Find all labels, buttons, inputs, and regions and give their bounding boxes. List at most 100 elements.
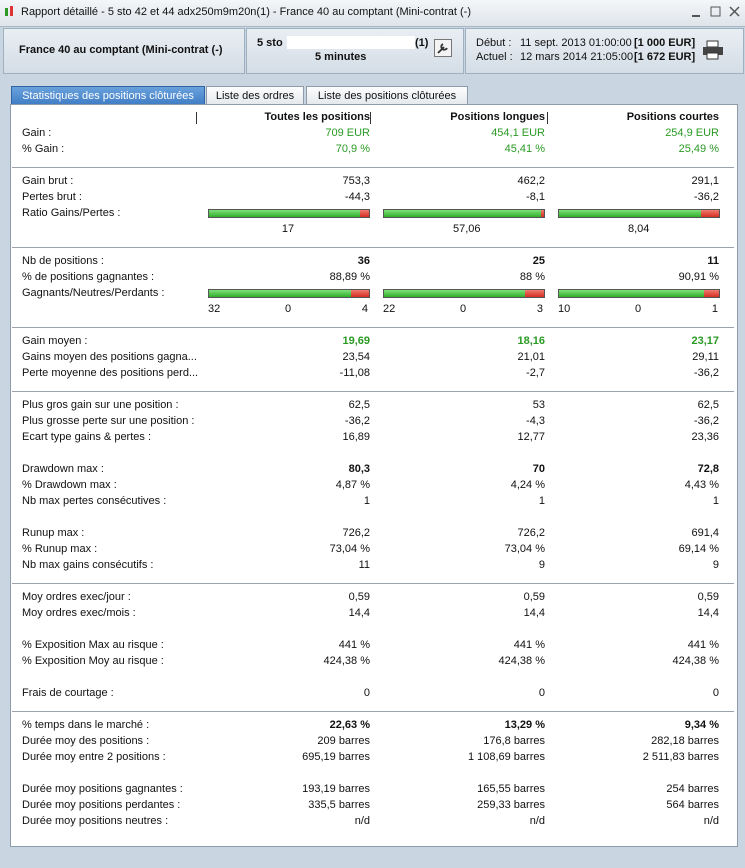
row-label: Gain brut : <box>22 175 74 187</box>
stat-value: 11 <box>358 559 370 571</box>
column-header: Positions courtes <box>626 111 719 123</box>
stat-value: -11,08 <box>339 367 370 379</box>
stat-value: 1 108,69 barres <box>467 751 545 763</box>
count-value: 1 <box>711 303 718 315</box>
stat-value: 4,87 % <box>335 479 370 491</box>
stat-value: 14,4 <box>348 607 370 619</box>
start-label: Début : <box>476 37 512 49</box>
timeframe: 5 minutes <box>315 51 367 63</box>
window-buttons[interactable] <box>690 5 742 19</box>
stat-value: 16,89 <box>342 431 370 443</box>
bar-losers <box>524 290 544 297</box>
stat-value: 1 <box>538 495 545 507</box>
stat-value: 726,2 <box>342 527 370 539</box>
stat-value: 282,18 barres <box>651 735 719 747</box>
stat-value: 441 % <box>338 639 370 651</box>
stat-value: 80,3 <box>348 463 370 475</box>
row-label: Perte moyenne des positions perd... <box>22 367 199 379</box>
row-label: Ecart type gains & pertes : <box>22 431 152 443</box>
stat-value: 14,4 <box>697 607 719 619</box>
stat-value: 424,38 % <box>498 655 545 667</box>
current-date: 12 mars 2014 21:05:00 <box>520 51 634 63</box>
ratio-value: 8,04 <box>628 223 650 235</box>
stat-value: 23,17 <box>691 335 719 347</box>
tab[interactable]: Liste des positions clôturées <box>306 86 468 105</box>
stat-value: 9 <box>538 559 545 571</box>
row-label: % Runup max : <box>22 543 98 555</box>
stat-value: 0 <box>363 687 370 699</box>
tab[interactable]: Liste des ordres <box>206 86 304 105</box>
stats-panel <box>10 104 738 847</box>
stat-value: -2,7 <box>526 367 545 379</box>
stat-value: 21,01 <box>517 351 545 363</box>
separator <box>12 327 734 328</box>
row-label: Pertes brut : <box>22 191 82 203</box>
bar-losers <box>704 290 719 297</box>
column-header: Toutes les positions <box>264 111 370 123</box>
stat-value: -36,2 <box>693 415 719 427</box>
stat-value: 14,4 <box>523 607 545 619</box>
row-label: Moy ordres exec/jour : <box>22 591 131 603</box>
stat-value: 291,1 <box>691 175 719 187</box>
counts-bar <box>383 289 545 298</box>
current-capital: [1 672 EUR] <box>634 51 696 63</box>
row-label: Durée moy entre 2 positions : <box>22 751 166 763</box>
bar-loss <box>541 210 544 217</box>
stat-value: 9,34 % <box>684 719 719 731</box>
bar-winners <box>384 290 525 297</box>
row-label: % de positions gagnantes : <box>22 271 155 283</box>
counts-bar <box>558 289 720 298</box>
row-label: % Drawdown max : <box>22 479 117 491</box>
stat-value: 88,89 % <box>329 271 370 283</box>
instrument-box: France 40 au comptant (Mini-contrat (-) <box>3 28 245 74</box>
instrument: France 40 au comptant (Mini-contrat (-) <box>19 44 223 56</box>
stat-value: 454,1 EUR <box>491 127 545 139</box>
ratio-value: 17 <box>281 223 295 235</box>
row-label: Durée moy positions perdantes : <box>22 799 181 811</box>
row-label: Gain : <box>22 127 52 139</box>
print-button[interactable] <box>702 40 724 60</box>
column-header: Positions longues <box>450 111 545 123</box>
stat-value: 1 <box>363 495 370 507</box>
stat-value: -8,1 <box>526 191 545 203</box>
stat-value: 25 <box>532 255 545 267</box>
stat-value: 0 <box>712 687 719 699</box>
column-divider <box>547 112 548 124</box>
row-label: % Exposition Moy au risque : <box>22 655 164 667</box>
count-value: 32 <box>208 303 221 315</box>
strategy-suffix: (1) <box>415 37 429 49</box>
stat-value: 19,69 <box>342 335 370 347</box>
stat-value: 25,49 % <box>678 143 719 155</box>
count-value: 22 <box>383 303 396 315</box>
stat-value: 0,59 <box>697 591 719 603</box>
ratio-bar <box>383 209 545 218</box>
count-value: 0 <box>634 303 642 315</box>
row-label: Durée moy des positions : <box>22 735 150 747</box>
stat-value: 36 <box>357 255 370 267</box>
counts-bar <box>208 289 370 298</box>
ratio-value: 57,06 <box>453 223 481 235</box>
stat-value: n/d <box>354 815 370 827</box>
stat-value: -36,2 <box>344 415 370 427</box>
row-label: % Exposition Max au risque : <box>22 639 164 651</box>
row-label: Gagnants/Neutres/Perdants : <box>22 287 165 299</box>
row-label: Ratio Gains/Pertes : <box>22 207 121 219</box>
stat-value: 45,41 % <box>504 143 545 155</box>
stat-value: 695,19 barres <box>302 751 370 763</box>
bar-gain <box>384 210 542 217</box>
stat-value: 9 <box>712 559 719 571</box>
settings-button[interactable] <box>434 39 452 57</box>
stat-value: 88 % <box>519 271 545 283</box>
tab[interactable]: Statistiques des positions clôturées <box>11 86 205 105</box>
row-label: Runup max : <box>22 527 85 539</box>
column-divider <box>370 112 371 124</box>
stat-value: 0,59 <box>523 591 545 603</box>
stat-value: 753,3 <box>342 175 370 187</box>
start-capital: [1 000 EUR] <box>634 37 696 49</box>
stat-value: 424,38 % <box>672 655 719 667</box>
bar-gain <box>559 210 702 217</box>
row-label: Plus gros gain sur une position : <box>22 399 179 411</box>
row-label: Durée moy positions gagnantes : <box>22 783 183 795</box>
stat-value: 726,2 <box>517 527 545 539</box>
stat-value: 691,4 <box>691 527 719 539</box>
